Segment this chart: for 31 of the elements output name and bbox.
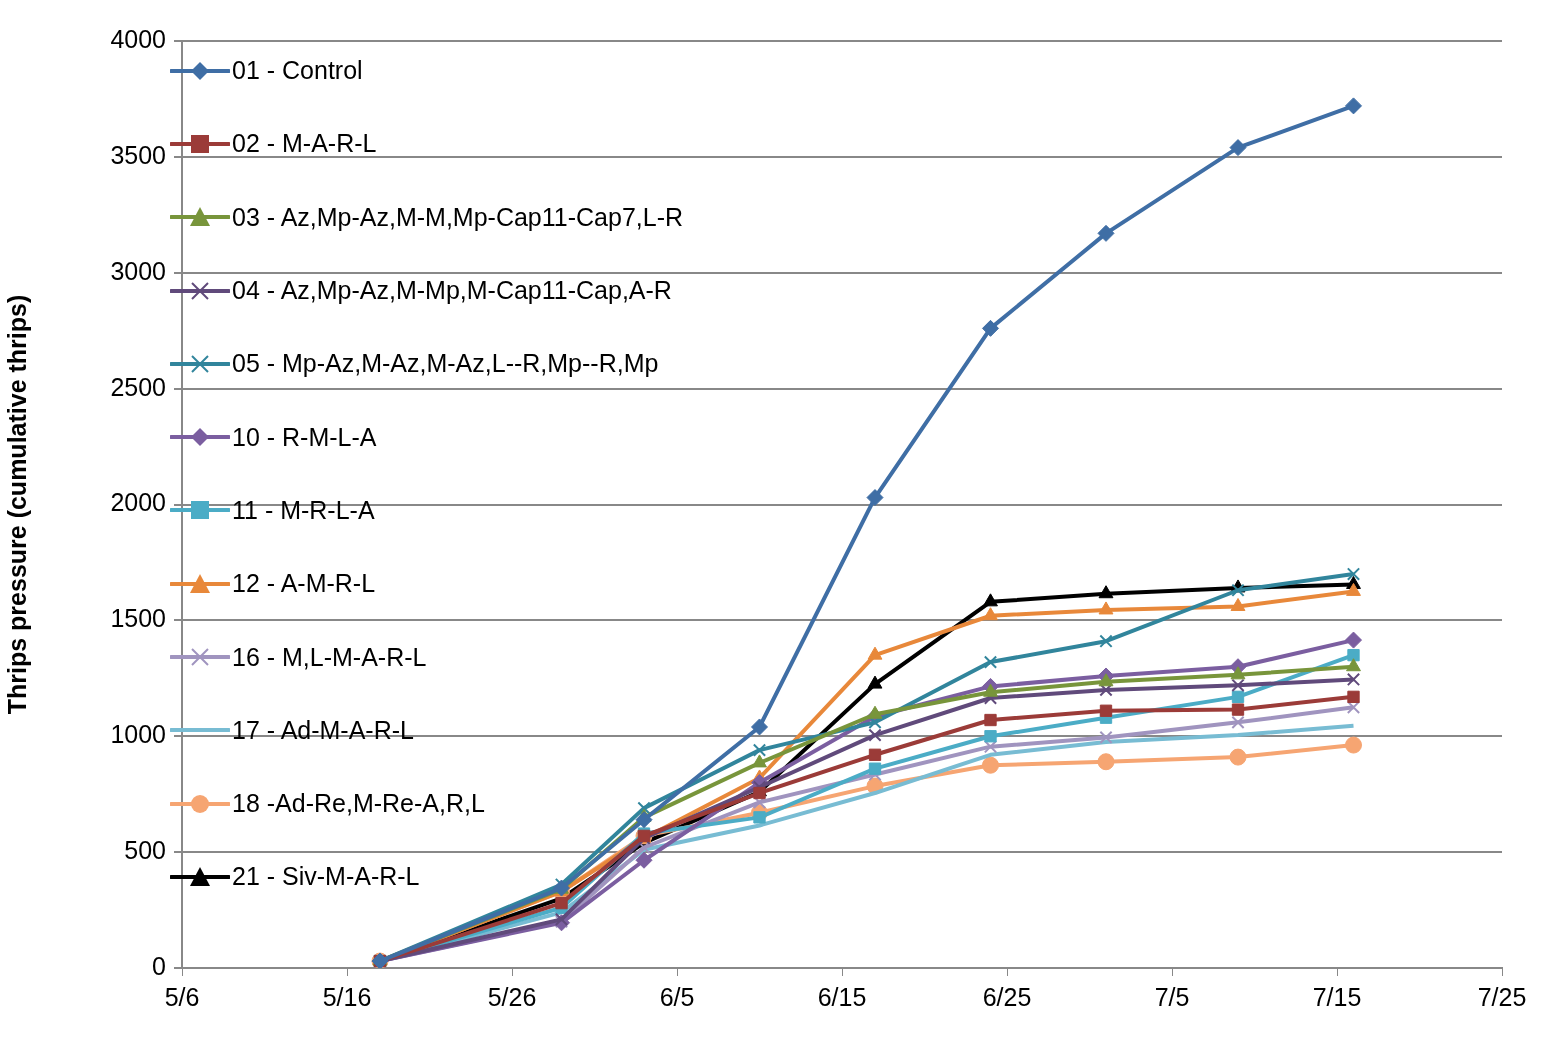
legend-label: 12 - A-M-R-L xyxy=(232,569,376,599)
x-tick-label: 5/16 xyxy=(322,982,372,1011)
legend-label: 10 - R-M-L-A xyxy=(232,422,377,452)
x-tick-label: 5/26 xyxy=(487,982,537,1011)
legend-label: 05 - Mp-Az,M-Az,M-Az,L--R,Mp--R,Mp xyxy=(232,349,659,379)
legend-label: 18 -Ad-Re,M-Re-A,R,L xyxy=(232,789,485,819)
x-tick-label: 7/25 xyxy=(1477,982,1527,1011)
legend-label: 16 - M,L-M-A-R-L xyxy=(232,642,427,672)
y-axis-title: Thrips pressure (cumulative thrips) xyxy=(2,294,31,715)
x-tick-label: 7/5 xyxy=(1154,982,1190,1011)
x-tick-label: 6/15 xyxy=(817,982,867,1011)
x-tick-label: 5/6 xyxy=(164,982,200,1011)
y-tick-label: 0 xyxy=(152,951,166,980)
legend-label: 21 - Siv-M-A-R-L xyxy=(232,862,420,892)
legend-label: 01 - Control xyxy=(232,56,363,86)
x-tick-label: 6/5 xyxy=(659,982,695,1011)
y-tick-label: 2500 xyxy=(110,372,166,401)
legend-label: 02 - M-A-R-L xyxy=(232,129,377,159)
legend-label: 03 - Az,Mp-Az,M-M,Mp-Cap11-Cap7,L-R xyxy=(232,202,684,232)
y-tick-label: 2000 xyxy=(110,488,166,517)
legend-label: 11 - M-R-L-A xyxy=(232,495,375,525)
y-tick-label: 3500 xyxy=(110,140,166,169)
x-tick-label: 6/25 xyxy=(982,982,1032,1011)
y-tick-label: 1500 xyxy=(110,604,166,633)
legend-label: 17 - Ad-M-A-R-L xyxy=(232,715,414,745)
y-tick-label: 1000 xyxy=(110,720,166,749)
y-tick-label: 3000 xyxy=(110,256,166,285)
x-tick-label: 7/15 xyxy=(1312,982,1362,1011)
y-tick-label: 500 xyxy=(124,836,166,865)
legend-label: 04 - Az,Mp-Az,M-Mp,M-Cap11-Cap,A-R xyxy=(232,276,672,306)
y-tick-label: 4000 xyxy=(110,24,166,53)
